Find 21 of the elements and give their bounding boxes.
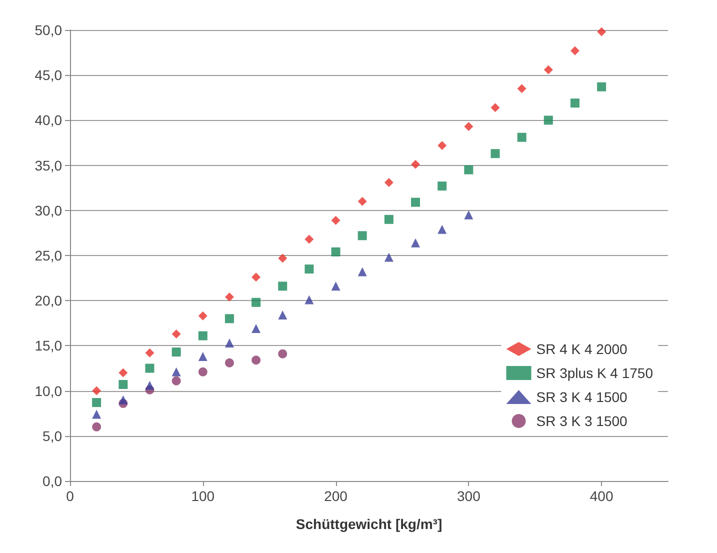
y-tick-label: 0,0 xyxy=(42,473,62,489)
legend-label: SR 3plus K 4 1750 xyxy=(536,365,654,381)
y-tick-label: 20,0 xyxy=(34,292,62,309)
legend-label: SR 4 K 4 2000 xyxy=(536,341,628,357)
y-tick-label: 25,0 xyxy=(34,248,62,264)
y-tick-label: 50,0 xyxy=(34,22,62,38)
y-tick-label: 35,0 xyxy=(34,157,62,174)
x-tick-label: 0 xyxy=(66,488,74,504)
y-tick-label: 40,0 xyxy=(34,112,62,128)
x-tick-label: 100 xyxy=(191,488,215,504)
y-tick-label: 15,0 xyxy=(34,338,62,354)
x-axis-title: Schüttgewicht [kg/m³] xyxy=(296,516,442,532)
x-tick-label: 300 xyxy=(456,488,481,504)
x-tick-label: 200 xyxy=(324,488,348,504)
y-tick-label: 10,0 xyxy=(34,382,62,399)
y-tick-label: 45,0 xyxy=(34,67,62,84)
y-tick-label: 30,0 xyxy=(34,202,62,218)
legend-label: SR 3 K 3 1500 xyxy=(536,413,628,429)
x-tick-label: 400 xyxy=(590,488,614,504)
legend-label: SR 3 K 4 1500 xyxy=(536,389,628,405)
y-tick-label: 5,0 xyxy=(42,428,62,444)
